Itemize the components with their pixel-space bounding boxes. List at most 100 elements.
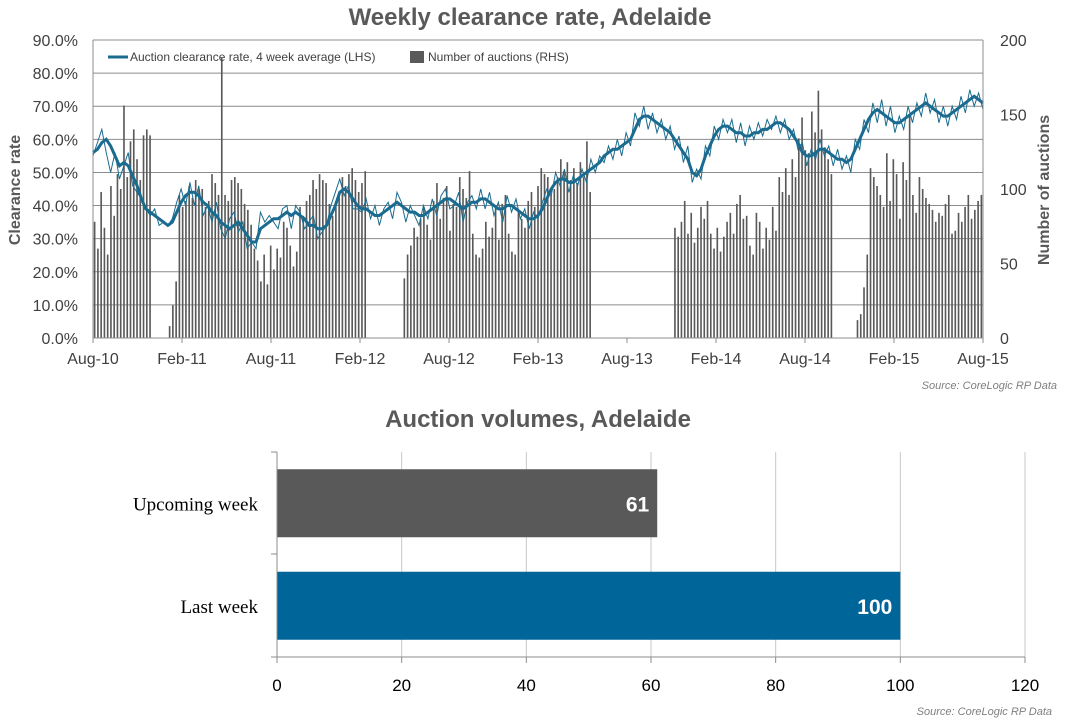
auction-bar	[93, 221, 96, 338]
auction-bar	[967, 194, 970, 338]
volume-x-tick-label: 100	[886, 676, 914, 695]
auction-bar	[866, 254, 869, 338]
auction-bar	[811, 111, 813, 339]
auction-bar	[709, 233, 712, 338]
auction-bar	[308, 194, 311, 338]
auction-bar	[680, 221, 683, 338]
auction-bar	[136, 159, 138, 338]
left-axis-tick-labels: 0.0% 10.0% 20.0% 30.0% 40.0% 50.0% 60.0% 70.0% 8…	[33, 33, 78, 348]
auction-bar	[918, 177, 921, 338]
auction-bar	[947, 194, 950, 338]
auction-bar	[820, 129, 823, 338]
auction-bar	[726, 221, 728, 338]
auction-bar	[253, 248, 256, 338]
auction-bar	[207, 200, 210, 338]
legend-line-label: Auction clearance rate, 4 week average (…	[130, 50, 375, 64]
clearance-chart-title: Weekly clearance rate, Adelaide	[349, 4, 712, 31]
auction-bar	[540, 168, 543, 338]
auction-bar	[859, 314, 862, 338]
auction-bar	[563, 171, 565, 338]
auction-bar	[807, 153, 810, 338]
auction-bar	[279, 257, 282, 338]
auction-bar	[550, 194, 552, 338]
auction-bar	[905, 180, 908, 338]
auction-bar	[354, 180, 357, 338]
auction-bar	[964, 206, 966, 338]
auction-bar	[775, 230, 777, 338]
auction-bar	[589, 191, 591, 338]
auction-bar	[429, 239, 432, 338]
auction-bar	[442, 197, 445, 338]
auction-bar	[119, 189, 122, 338]
auction-bar	[289, 245, 292, 338]
auction-bar	[879, 194, 882, 338]
auction-bar	[716, 227, 719, 338]
auction-bar	[908, 114, 911, 338]
auction-volume-title: Auction volumes, Adelaide	[385, 406, 691, 433]
x-tick-label: Aug-14	[779, 351, 831, 368]
volume-category-label: Last week	[180, 597, 258, 618]
auction-bar	[113, 215, 116, 338]
auction-bar	[348, 174, 350, 338]
auction-bar	[977, 200, 979, 338]
auction-bar	[892, 159, 895, 338]
auction-bar	[439, 218, 442, 338]
auction-bar	[103, 227, 106, 338]
auction-bar	[719, 251, 722, 338]
volume-bar	[277, 571, 901, 640]
auction-bar	[201, 189, 204, 338]
volume-bar	[277, 469, 658, 538]
left-tick-label: 10.0%	[33, 298, 78, 315]
auction-bar	[276, 248, 279, 338]
auction-bar	[944, 203, 947, 338]
right-axis-tick-labels: 0 50 100 150 200	[1000, 33, 1027, 348]
auction-bar	[256, 260, 259, 338]
auction-bar	[106, 254, 109, 338]
auction-bar	[524, 227, 526, 338]
auction-bar	[970, 218, 973, 338]
auction-bar	[142, 135, 145, 338]
left-axis-label: Clearance rate	[7, 135, 24, 245]
auction-bar	[432, 200, 435, 338]
auction-bar	[100, 191, 102, 338]
auction-bar	[501, 203, 503, 338]
auction-bar	[335, 206, 337, 338]
auction-bar	[778, 177, 781, 338]
auction-bar	[403, 278, 406, 338]
auction-bar	[410, 245, 412, 338]
auction-bar	[723, 236, 725, 338]
volume-x-tick-labels: 0 20 40 60 80 100 120	[272, 676, 1039, 695]
auction-bar	[674, 227, 676, 338]
auction-bar	[504, 194, 507, 338]
auction-bar	[954, 230, 957, 338]
volume-data-label: 61	[626, 493, 650, 516]
auction-bar	[869, 168, 872, 338]
auction-bar	[413, 227, 415, 338]
auction-bar	[677, 236, 679, 338]
auction-bar	[123, 105, 125, 338]
auction-bar	[749, 245, 751, 338]
auction-bar	[237, 183, 239, 338]
auction-bar	[576, 183, 578, 338]
auction-bar	[465, 197, 468, 338]
right-tick-label: 150	[1000, 108, 1027, 125]
auction-bar	[423, 206, 425, 338]
auction-bar	[445, 186, 448, 338]
auction-bar	[250, 224, 252, 338]
auction-bar	[755, 212, 758, 338]
auction-bar	[204, 206, 207, 338]
auction-bar	[406, 254, 409, 338]
auction-bar	[827, 159, 829, 338]
auction-bar	[498, 239, 500, 338]
auction-bar	[361, 183, 363, 338]
auction-bar	[449, 230, 451, 338]
auction-bar	[471, 233, 474, 338]
auction-bar	[214, 183, 217, 338]
left-tick-label: 80.0%	[33, 66, 78, 83]
auction-bar	[817, 90, 820, 338]
auction-bar	[511, 251, 513, 338]
right-tick-label: 0	[1000, 331, 1009, 348]
auction-bar	[814, 132, 816, 338]
auction-bar	[426, 224, 428, 338]
